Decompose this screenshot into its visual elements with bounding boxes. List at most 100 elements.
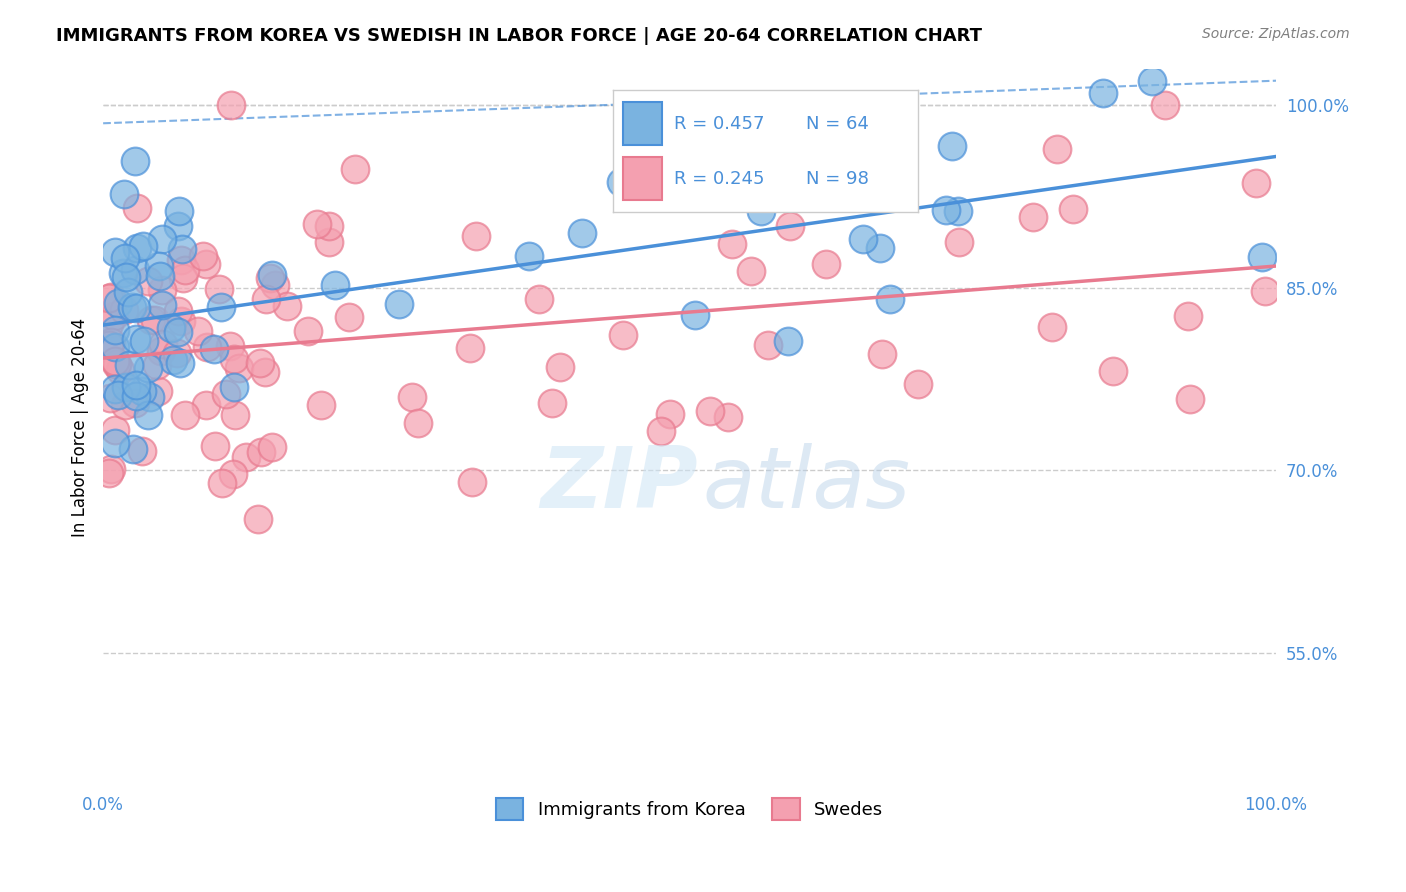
- Point: [174, 409, 197, 423]
- Point: [150, 298, 173, 312]
- Point: [811, 175, 834, 189]
- Point: [127, 201, 149, 215]
- Point: [139, 312, 162, 326]
- Point: [132, 334, 155, 348]
- Point: [98, 317, 121, 331]
- Point: [124, 263, 146, 277]
- Point: [786, 183, 808, 197]
- Point: [224, 379, 246, 393]
- Point: [683, 309, 706, 323]
- Point: [100, 334, 122, 349]
- Text: atlas: atlas: [703, 443, 911, 526]
- Point: [114, 398, 136, 412]
- Point: [870, 347, 893, 361]
- Point: [204, 439, 226, 453]
- Point: [254, 293, 277, 307]
- Point: [540, 395, 562, 409]
- Point: [125, 389, 148, 403]
- Point: [202, 342, 225, 356]
- Point: [103, 309, 125, 323]
- Point: [139, 391, 162, 405]
- Point: [650, 425, 672, 439]
- Point: [146, 384, 169, 398]
- Point: [150, 231, 173, 245]
- Point: [548, 360, 571, 375]
- Point: [815, 257, 838, 271]
- Point: [167, 304, 190, 318]
- Point: [721, 237, 744, 252]
- Point: [263, 277, 285, 292]
- Point: [756, 338, 779, 352]
- Point: [104, 435, 127, 450]
- Point: [1250, 250, 1272, 264]
- Point: [195, 340, 218, 354]
- Point: [461, 475, 484, 489]
- Point: [517, 249, 540, 263]
- Point: [1140, 73, 1163, 87]
- Point: [1154, 98, 1177, 112]
- Y-axis label: In Labor Force | Age 20-64: In Labor Force | Age 20-64: [72, 318, 89, 537]
- Point: [149, 268, 172, 283]
- Point: [228, 360, 250, 375]
- Point: [571, 226, 593, 240]
- Point: [114, 251, 136, 265]
- Point: [259, 270, 281, 285]
- Point: [104, 423, 127, 437]
- Point: [162, 353, 184, 368]
- Point: [167, 204, 190, 219]
- Point: [879, 293, 901, 307]
- Point: [699, 404, 721, 418]
- Point: [1062, 202, 1084, 216]
- Point: [659, 407, 682, 421]
- Point: [104, 340, 127, 354]
- Point: [219, 98, 242, 112]
- Point: [948, 235, 970, 249]
- Point: [169, 356, 191, 370]
- Point: [191, 249, 214, 263]
- Point: [194, 256, 217, 270]
- Point: [612, 328, 634, 343]
- Point: [146, 358, 169, 372]
- Point: [98, 391, 121, 405]
- Point: [717, 410, 740, 425]
- Point: [194, 398, 217, 412]
- Text: ZIP: ZIP: [540, 443, 697, 526]
- Point: [318, 235, 340, 249]
- Point: [776, 334, 799, 348]
- Point: [125, 378, 148, 392]
- Point: [100, 290, 122, 304]
- Point: [1091, 86, 1114, 100]
- Point: [166, 219, 188, 234]
- Point: [104, 382, 127, 396]
- Point: [250, 445, 273, 459]
- Point: [1046, 142, 1069, 156]
- Point: [222, 351, 245, 366]
- Point: [209, 300, 232, 314]
- Point: [104, 354, 127, 368]
- Point: [1253, 285, 1275, 299]
- Point: [344, 161, 367, 176]
- Text: IMMIGRANTS FROM KOREA VS SWEDISH IN LABOR FORCE | AGE 20-64 CORRELATION CHART: IMMIGRANTS FROM KOREA VS SWEDISH IN LABO…: [56, 27, 983, 45]
- Point: [1042, 319, 1064, 334]
- Point: [107, 295, 129, 310]
- Point: [143, 313, 166, 327]
- Point: [118, 358, 141, 372]
- Point: [112, 302, 135, 317]
- Point: [211, 475, 233, 490]
- Point: [311, 398, 333, 412]
- Point: [108, 363, 131, 377]
- Point: [610, 175, 633, 189]
- Point: [948, 204, 970, 219]
- Point: [104, 323, 127, 337]
- Point: [253, 365, 276, 379]
- Point: [112, 186, 135, 201]
- Point: [323, 278, 346, 293]
- Point: [98, 466, 121, 480]
- Point: [170, 242, 193, 256]
- Point: [160, 320, 183, 334]
- Point: [174, 263, 197, 277]
- Point: [187, 324, 209, 338]
- Point: [122, 442, 145, 456]
- Point: [779, 219, 801, 234]
- Point: [136, 408, 159, 422]
